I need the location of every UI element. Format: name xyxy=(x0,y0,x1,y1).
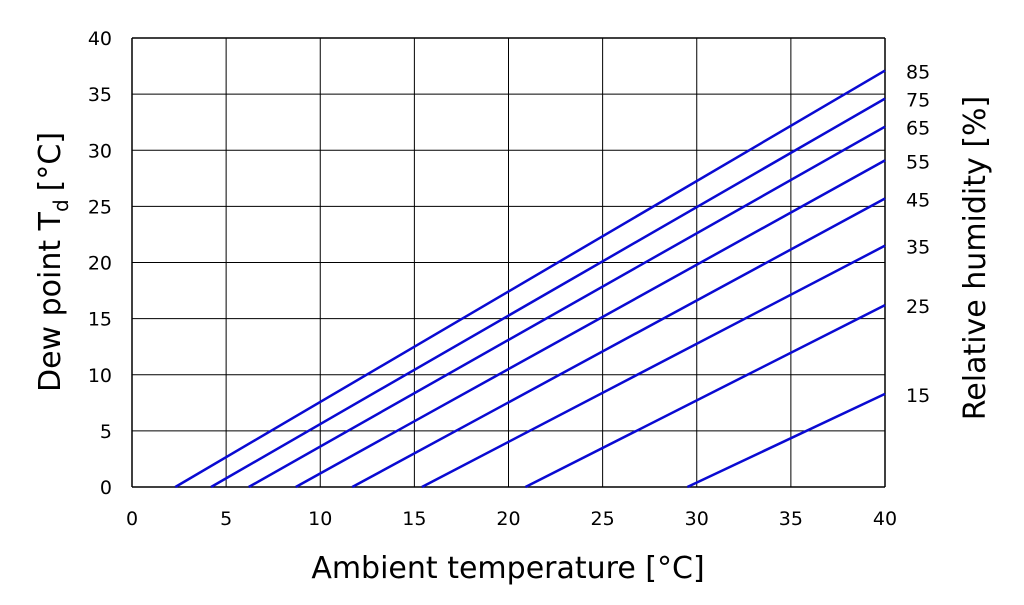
x-tick-label: 0 xyxy=(126,508,138,530)
x-tick-label: 25 xyxy=(591,508,615,530)
y-tick-label: 25 xyxy=(88,196,112,218)
rh-label-45: 45 xyxy=(906,190,930,212)
x-tick-label: 35 xyxy=(779,508,803,530)
rh-label-75: 75 xyxy=(906,90,930,112)
rh-line-55 xyxy=(295,159,886,489)
x-axis-label: Ambient temperature [°C] xyxy=(311,551,704,586)
x-tick-label: 5 xyxy=(220,508,232,530)
rh-labels: 85 75 65 55 45 35 25 15 xyxy=(906,62,930,407)
y-tick-label: 5 xyxy=(100,421,112,443)
rh-line-85 xyxy=(174,69,886,489)
x-tick-label: 20 xyxy=(496,508,520,530)
x-tick-label: 30 xyxy=(685,508,709,530)
series-lines xyxy=(174,69,886,489)
y-axis-label: Dew point Td [°C] xyxy=(33,132,73,392)
rh-label-85: 85 xyxy=(906,62,930,84)
rh-label-35: 35 xyxy=(906,237,930,259)
y2-axis-label: Relative humidity [%] xyxy=(958,96,993,420)
y-tick-label: 35 xyxy=(88,84,112,106)
rh-line-25 xyxy=(524,304,886,489)
y-tick-label: 40 xyxy=(88,28,112,50)
y-axis-label-main: Dew point T xyxy=(33,211,68,392)
rh-label-25: 25 xyxy=(906,296,930,318)
rh-line-15 xyxy=(686,392,886,489)
x-tick-labels: 0 5 10 15 20 25 30 35 40 xyxy=(126,508,897,530)
y-axis-label-subscript: d xyxy=(49,199,73,212)
rh-label-15: 15 xyxy=(906,385,930,407)
y-tick-labels: 0 5 10 15 20 25 30 35 40 xyxy=(88,28,112,499)
y-tick-label: 30 xyxy=(88,140,112,162)
y-tick-label: 10 xyxy=(88,365,112,387)
rh-label-55: 55 xyxy=(906,151,930,173)
y-tick-label: 0 xyxy=(100,477,112,499)
rh-line-45 xyxy=(351,197,886,489)
grid xyxy=(131,37,886,488)
rh-line-65 xyxy=(248,125,886,489)
rh-line-75 xyxy=(210,97,886,489)
rh-line-35 xyxy=(421,244,886,489)
x-tick-label: 10 xyxy=(308,508,332,530)
x-tick-label: 15 xyxy=(402,508,426,530)
y-tick-label: 15 xyxy=(88,309,112,331)
y-tick-label: 20 xyxy=(88,253,112,275)
rh-label-65: 65 xyxy=(906,118,930,140)
y-axis-label-unit: [°C] xyxy=(33,132,68,191)
x-tick-label: 40 xyxy=(873,508,897,530)
